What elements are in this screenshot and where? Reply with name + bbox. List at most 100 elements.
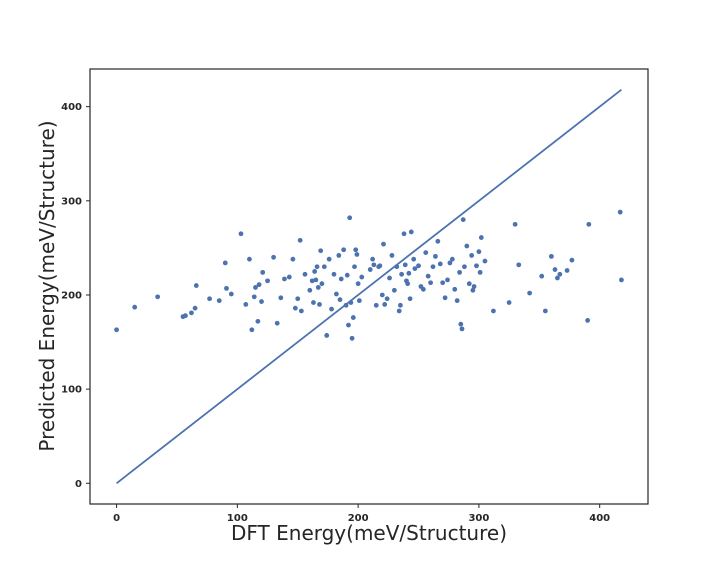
data-point	[469, 253, 475, 258]
data-point	[253, 285, 258, 290]
data-point	[290, 256, 296, 262]
data-point	[309, 278, 315, 284]
data-point	[557, 271, 563, 277]
data-point	[228, 291, 234, 297]
data-point	[353, 247, 359, 253]
data-point	[132, 304, 138, 310]
data-point	[247, 256, 252, 262]
data-point	[243, 301, 249, 307]
data-point	[552, 267, 558, 272]
data-point	[355, 281, 361, 287]
data-point	[407, 296, 413, 302]
data-point	[460, 217, 466, 223]
x-tick-label: 0	[113, 513, 120, 524]
data-point	[382, 301, 388, 307]
data-point	[318, 248, 324, 254]
data-point	[282, 276, 287, 282]
data-point	[349, 335, 355, 341]
data-point	[337, 297, 343, 303]
data-point	[251, 294, 257, 300]
data-point	[295, 296, 301, 302]
data-point	[402, 262, 408, 268]
data-point	[542, 308, 548, 314]
data-point	[412, 266, 418, 272]
data-point	[564, 268, 570, 273]
data-point	[379, 292, 385, 298]
data-point	[437, 261, 443, 267]
data-point	[312, 269, 318, 274]
x-tick-label: 400	[589, 513, 610, 524]
data-point	[585, 318, 591, 323]
data-point	[548, 253, 554, 259]
data-point	[314, 264, 320, 270]
data-point	[238, 231, 244, 237]
data-point	[317, 301, 322, 307]
data-point	[462, 264, 467, 270]
data-point	[619, 277, 624, 283]
data-point	[440, 280, 446, 286]
data-point	[447, 260, 453, 266]
data-point	[401, 231, 407, 237]
data-point	[183, 313, 188, 319]
data-point	[433, 253, 438, 259]
data-point	[459, 326, 465, 332]
y-tick-label: 100	[61, 385, 82, 396]
data-point	[315, 285, 321, 290]
data-point	[346, 322, 351, 328]
data-point	[224, 285, 229, 291]
data-points	[114, 209, 624, 341]
data-point	[331, 271, 337, 277]
data-point	[359, 274, 365, 280]
data-point	[466, 281, 472, 287]
data-point	[354, 252, 360, 257]
data-point	[442, 295, 448, 301]
data-point	[569, 257, 575, 263]
data-point	[406, 270, 412, 276]
data-point	[333, 291, 339, 297]
data-point	[586, 221, 592, 227]
data-point	[189, 310, 194, 316]
data-point	[452, 286, 458, 292]
data-point	[344, 272, 350, 278]
data-point	[506, 300, 512, 305]
data-point	[384, 296, 390, 302]
data-point	[420, 286, 426, 292]
x-tick-label: 300	[468, 513, 489, 524]
data-point	[313, 277, 319, 283]
data-point	[259, 299, 264, 304]
x-tick-label: 200	[348, 513, 369, 524]
y-tick-label: 400	[61, 102, 82, 113]
x-axis-ticks: 0 100 200 300 400	[113, 504, 610, 524]
data-point	[307, 287, 313, 293]
data-point	[260, 269, 266, 275]
data-point	[458, 321, 464, 327]
data-point	[298, 308, 304, 314]
data-point	[482, 258, 488, 264]
data-point	[491, 308, 496, 314]
data-point	[428, 280, 433, 286]
data-point	[449, 256, 455, 262]
data-point	[249, 327, 255, 333]
data-point	[391, 287, 397, 293]
data-point	[350, 315, 356, 320]
data-point	[396, 308, 402, 314]
data-point	[371, 262, 377, 268]
data-point	[278, 295, 284, 301]
data-point	[256, 282, 262, 288]
y-axis-label: Predicted Energy(meV/Structure)	[35, 120, 59, 451]
data-point	[416, 263, 421, 269]
data-point	[286, 274, 292, 280]
data-point	[324, 333, 330, 338]
data-point	[370, 256, 376, 262]
data-point	[319, 281, 325, 287]
reference-line	[116, 89, 622, 484]
data-point	[114, 327, 119, 333]
data-point	[155, 294, 161, 300]
data-point	[398, 302, 403, 308]
data-point	[207, 296, 212, 302]
data-point	[341, 247, 347, 253]
data-point	[329, 306, 334, 312]
data-point	[471, 284, 477, 289]
data-point	[302, 271, 308, 277]
